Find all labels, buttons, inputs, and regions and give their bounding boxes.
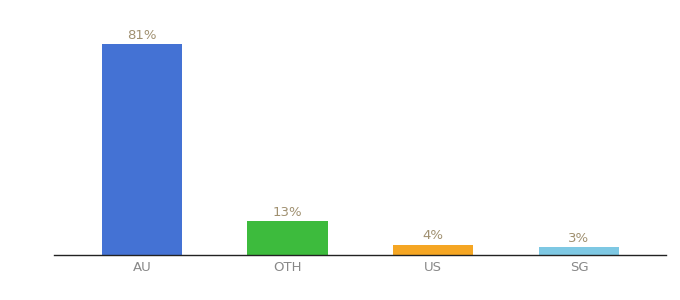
Bar	[102, 44, 182, 255]
Bar	[539, 247, 619, 255]
Text: 81%: 81%	[127, 28, 156, 42]
Text: 4%: 4%	[423, 230, 444, 242]
Bar	[248, 221, 328, 255]
Bar	[393, 244, 473, 255]
Text: 13%: 13%	[273, 206, 303, 219]
Text: 3%: 3%	[568, 232, 590, 245]
